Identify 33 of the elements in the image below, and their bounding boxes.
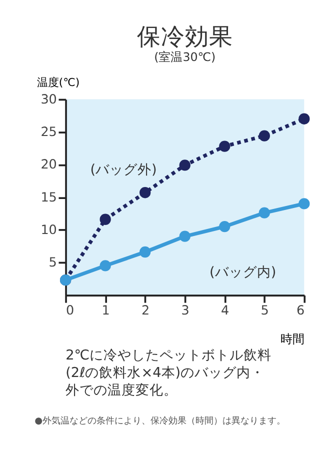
y-tick-label: 10: [40, 222, 57, 238]
x-tick-label: 0: [66, 304, 74, 319]
text: (バッグ内): [210, 264, 276, 281]
point: [140, 246, 151, 258]
y-tick-label: 15: [40, 190, 57, 206]
y-tick-label: 20: [40, 158, 57, 173]
text: ●外気温などの条件により、保冷効果（時間）は異なります。: [34, 415, 286, 426]
chart-title: 保冷効果: [136, 22, 233, 51]
point: [100, 260, 111, 272]
point: [219, 140, 230, 152]
x-tick-label: 5: [260, 304, 269, 319]
x-tick-label: 6: [296, 304, 305, 319]
y-tick-label: 25: [40, 125, 57, 140]
point: [140, 187, 151, 198]
y-tick-label: 5: [48, 256, 57, 271]
point: [100, 214, 111, 225]
x-tick-label: 4: [221, 304, 230, 319]
point: [258, 130, 270, 142]
x-tick-label: 1: [102, 304, 110, 319]
chart-subtitle: (室温30℃): [154, 50, 216, 64]
point: [298, 113, 310, 124]
x-tick-label: 3: [181, 304, 190, 319]
point: [219, 220, 230, 232]
y-axis-title: 温度(℃): [36, 76, 80, 90]
point: [258, 207, 270, 218]
point: [179, 160, 190, 171]
x-tick-label: 2: [142, 304, 150, 319]
x-axis-title: 時間: [280, 332, 305, 346]
text: 2℃に冷やしたペットボトル飲料(2ℓの飲料水×4本)のバッグ内・外での温度変化。: [66, 348, 272, 398]
y-tick-label: 30: [40, 92, 57, 108]
point: [298, 198, 310, 210]
point: [179, 230, 190, 242]
series-label: (バッグ外): [90, 162, 157, 178]
